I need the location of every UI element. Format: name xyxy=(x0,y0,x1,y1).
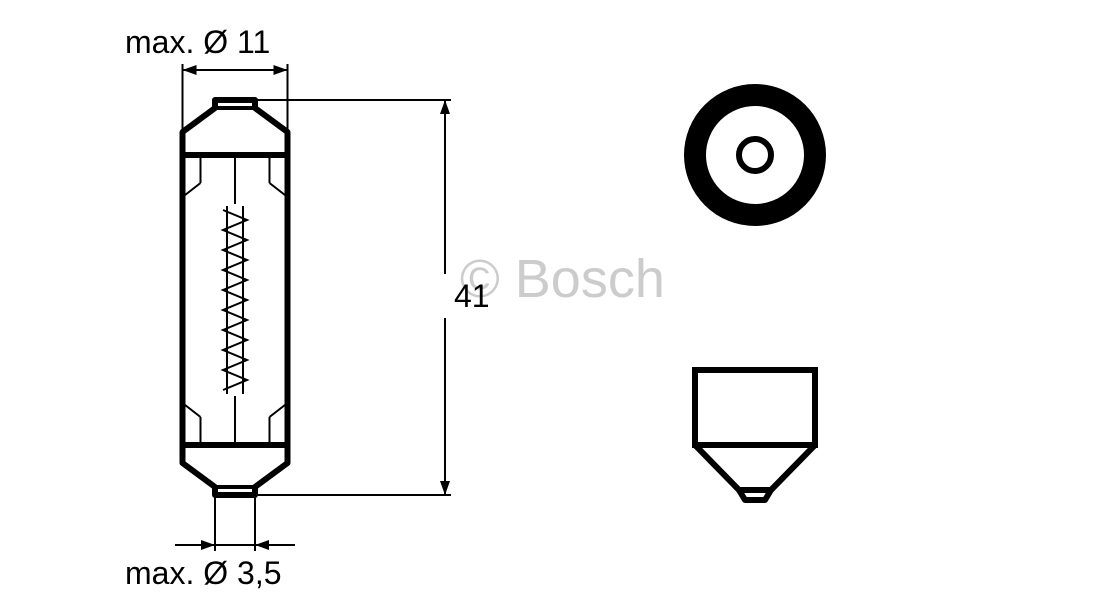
top-diameter-label: max. Ø 11 xyxy=(125,24,270,61)
length-label: 41 xyxy=(454,278,490,315)
technical-drawing-svg xyxy=(0,0,1100,615)
bottom-diameter-label: max. Ø 3,5 xyxy=(125,555,282,592)
